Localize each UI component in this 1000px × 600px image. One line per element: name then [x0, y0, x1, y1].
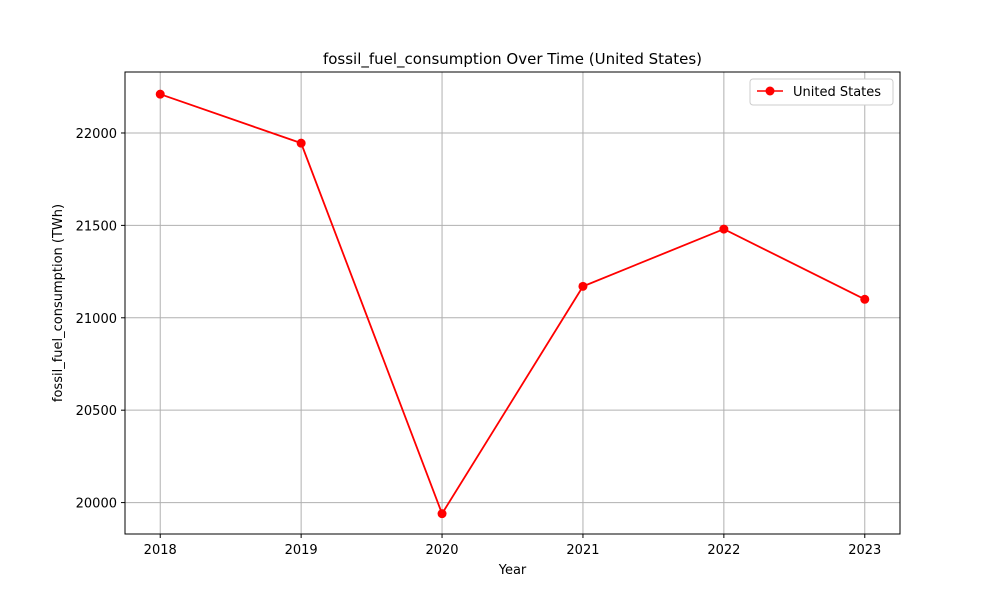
y-tick-label: 20000: [76, 497, 117, 512]
legend-marker: [765, 86, 775, 96]
data-point: [860, 294, 870, 304]
data-point: [578, 281, 588, 291]
legend-label: United States: [793, 85, 881, 100]
data-point: [296, 138, 306, 148]
y-axis-title: fossil_fuel_consumption (TWh): [51, 204, 66, 402]
data-point: [719, 224, 729, 234]
x-axis-title: Year: [498, 563, 527, 578]
series-line: [159, 93, 866, 516]
series-layer: [155, 89, 870, 519]
y-tick-label: 22000: [76, 127, 117, 142]
legend: United States: [749, 78, 894, 106]
y-tick-label: 20500: [76, 404, 117, 419]
plot-area: [125, 72, 900, 534]
data-point: [437, 509, 447, 519]
x-tick-label: 2022: [707, 543, 740, 558]
y-tick-label: 21500: [76, 219, 117, 234]
grid: [125, 72, 900, 534]
data-point: [155, 89, 165, 99]
x-tick-label: 2021: [566, 543, 599, 558]
chart-title: fossil_fuel_consumption Over Time (Unite…: [323, 50, 702, 69]
plot-frame: [124, 71, 901, 535]
y-tick-label: 21000: [76, 312, 117, 327]
x-tick-label: 2020: [425, 543, 458, 558]
ticks: 2018 2019 2020 2021 2022 2023 20000 20500 21000 2…: [76, 127, 882, 558]
x-tick-label: 2019: [285, 543, 318, 558]
legend-box: [749, 78, 894, 106]
x-tick-label: 2018: [144, 543, 177, 558]
x-tick-label: 2023: [848, 543, 881, 558]
